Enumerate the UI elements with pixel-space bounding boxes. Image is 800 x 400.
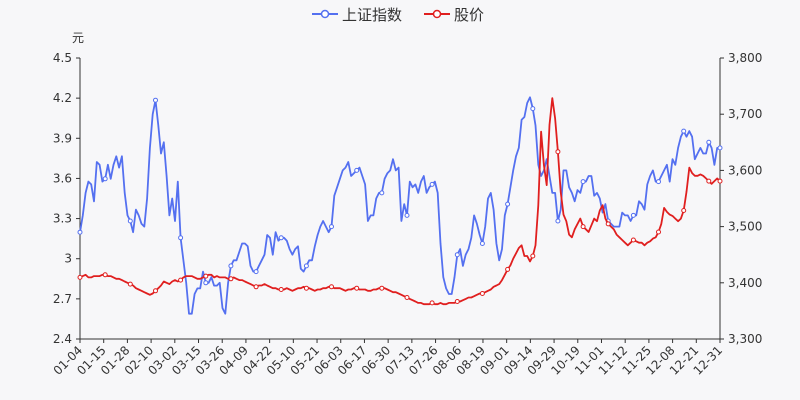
data-point[interactable] xyxy=(605,221,611,227)
data-point[interactable] xyxy=(630,212,636,218)
data-point[interactable] xyxy=(530,106,536,112)
series-line-price xyxy=(79,97,721,306)
data-point[interactable] xyxy=(178,277,184,283)
data-point[interactable] xyxy=(379,190,385,196)
data-point[interactable] xyxy=(404,212,410,218)
data-point[interactable] xyxy=(580,224,586,230)
y-axis-right-ticks: 3,300 3,400 3,500 3,600 3,700 3,800 xyxy=(720,51,762,346)
data-point[interactable] xyxy=(354,167,360,173)
data-point[interactable] xyxy=(706,178,712,184)
data-point[interactable] xyxy=(379,285,385,291)
data-point[interactable] xyxy=(706,139,712,145)
legend[interactable]: 上证指数 股价 xyxy=(312,6,484,24)
series-price xyxy=(77,97,723,306)
data-point[interactable] xyxy=(404,295,410,300)
data-point[interactable] xyxy=(102,272,108,278)
data-point[interactable] xyxy=(681,128,687,134)
data-point[interactable] xyxy=(278,235,284,241)
data-point[interactable] xyxy=(479,291,485,296)
data-point[interactable] xyxy=(303,263,309,269)
data-point[interactable] xyxy=(153,288,158,294)
data-point[interactable] xyxy=(77,229,83,235)
data-point[interactable] xyxy=(505,201,511,207)
data-point[interactable] xyxy=(530,253,536,259)
legend-label-index: 上证指数 xyxy=(342,6,402,24)
y-left-tick-label: 3.6 xyxy=(53,171,72,185)
data-point[interactable] xyxy=(102,176,108,182)
data-point[interactable] xyxy=(329,284,334,290)
data-point[interactable] xyxy=(630,237,636,243)
data-point[interactable] xyxy=(479,241,485,246)
data-point[interactable] xyxy=(253,269,259,275)
y-left-tick-label: 4.5 xyxy=(53,51,72,65)
series-line-index xyxy=(79,96,720,315)
y-left-tick-label: 2.7 xyxy=(53,292,72,306)
y-left-tick-label: 3.3 xyxy=(53,212,72,226)
data-point[interactable] xyxy=(454,252,460,258)
y-axis-unit-label: 元 xyxy=(72,31,84,45)
y-right-tick-label: 3,400 xyxy=(728,276,762,290)
data-point[interactable] xyxy=(681,208,687,213)
data-point[interactable] xyxy=(178,235,184,241)
data-point[interactable] xyxy=(253,284,259,290)
data-point[interactable] xyxy=(153,97,158,103)
data-point[interactable] xyxy=(429,300,435,306)
data-point[interactable] xyxy=(203,280,209,286)
y-left-tick-label: 4.2 xyxy=(53,91,72,105)
data-point[interactable] xyxy=(354,285,360,291)
x-axis-ticks: 01-0401-1501-2802-1003-0203-1503-2604-09… xyxy=(51,339,725,378)
y-left-tick-label: 3 xyxy=(64,252,72,266)
data-point[interactable] xyxy=(656,179,661,185)
data-point[interactable] xyxy=(454,299,460,304)
series-index xyxy=(77,96,723,315)
legend-item-price[interactable]: 股价 xyxy=(424,6,484,24)
data-point[interactable] xyxy=(429,181,435,187)
y-right-tick-label: 3,800 xyxy=(728,51,762,65)
data-point[interactable] xyxy=(303,285,309,291)
legend-item-index[interactable]: 上证指数 xyxy=(312,6,402,24)
y-right-tick-label: 3,600 xyxy=(728,163,762,177)
y-left-tick-label: 3.9 xyxy=(53,131,72,145)
data-point[interactable] xyxy=(127,281,133,287)
y-right-tick-label: 3,700 xyxy=(728,107,762,121)
data-point[interactable] xyxy=(77,274,83,280)
data-point[interactable] xyxy=(555,218,561,224)
data-point[interactable] xyxy=(228,276,234,282)
data-point[interactable] xyxy=(555,149,561,155)
legend-label-price: 股价 xyxy=(454,6,484,24)
y-right-tick-label: 3,500 xyxy=(728,220,762,234)
data-point[interactable] xyxy=(656,229,661,235)
y-axis-left-ticks: 2.4 2.7 3 3.3 3.6 3.9 4.2 4.5 xyxy=(53,51,80,346)
series-layer xyxy=(77,96,723,315)
data-point[interactable] xyxy=(717,145,723,151)
y-left-tick-label: 2.4 xyxy=(53,332,72,346)
data-point[interactable] xyxy=(717,178,723,184)
data-point[interactable] xyxy=(203,273,209,279)
data-point[interactable] xyxy=(127,218,133,224)
data-point[interactable] xyxy=(278,287,284,292)
data-point[interactable] xyxy=(228,263,234,269)
y-right-tick-label: 3,300 xyxy=(728,332,762,346)
data-point[interactable] xyxy=(505,266,511,272)
data-point[interactable] xyxy=(580,179,586,185)
data-point[interactable] xyxy=(329,224,334,230)
